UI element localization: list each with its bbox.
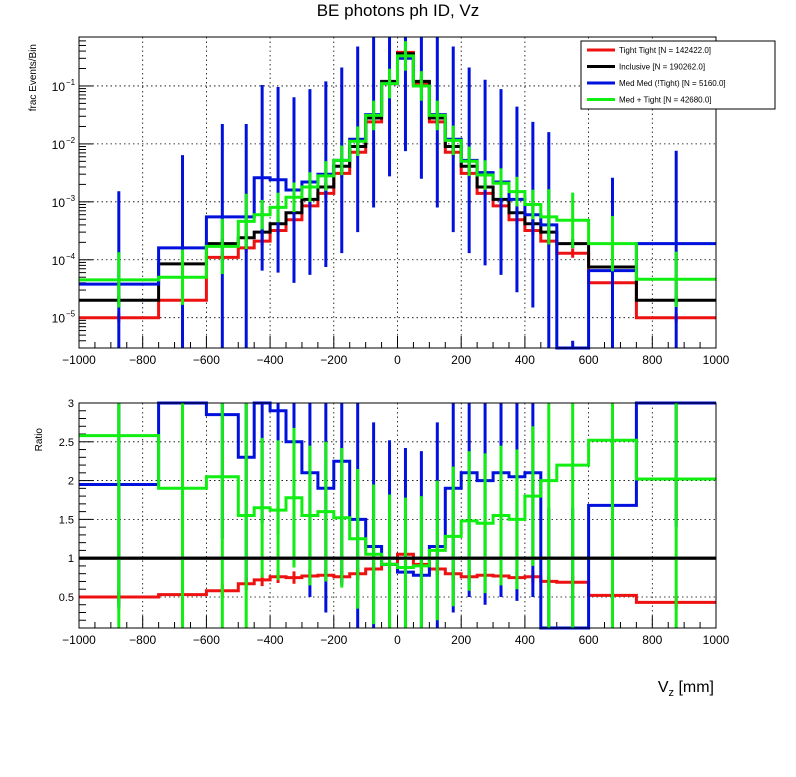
legend-entry: Tight Tight [N = 142422.0]: [619, 46, 711, 55]
x-tick-label: 800: [642, 633, 662, 647]
y-tick-label: 10: [52, 138, 66, 152]
x-tick-label: 1000: [703, 633, 730, 647]
legend-entry: Med Med (!Tight) [N = 5160.0]: [619, 79, 726, 88]
x-axis-label: Vz [mm]: [658, 679, 714, 699]
y-tick-exponent: −2: [66, 136, 76, 145]
y-tick-exponent: −1: [66, 78, 76, 87]
x-tick-label: 0: [394, 353, 401, 367]
top-panel: −1000 −800 −600 −400 −200 0 200 400 600 800 1000 10…: [28, 36, 776, 367]
y-tick-label: 10: [52, 312, 66, 326]
y-tick-label: 2: [68, 476, 74, 488]
ratio-panel: −1000 −800 −600 −400 −200 0 200 400 600 800 1000 0.…: [34, 398, 730, 699]
x-tick-label: −1000: [62, 633, 96, 647]
legend-entry: Inclusive [N = 190262.0]: [619, 63, 705, 72]
legend-entry: Med + Tight [N = 42680.0]: [619, 96, 712, 105]
x-tick-label: −800: [129, 633, 156, 647]
y-tick-label: 1: [68, 553, 74, 565]
x-tick-label: −200: [320, 633, 347, 647]
legend: Tight Tight [N = 142422.0] Inclusive [N =…: [580, 40, 776, 110]
y-tick-label: 2.5: [59, 437, 74, 449]
x-tick-label: 200: [451, 353, 471, 367]
legend-box: [580, 40, 776, 110]
x-tick-label: −400: [257, 633, 284, 647]
y-axis-label: frac Events/Bin: [28, 44, 39, 111]
y-tick-label: 10: [52, 254, 66, 268]
x-tick-label: 600: [579, 353, 599, 367]
series-3: [79, 41, 716, 308]
y-tick-exponent: −4: [66, 252, 76, 261]
series-line: [79, 552, 716, 604]
x-tick-label: −1000: [62, 353, 96, 367]
y-tick-label: 10: [52, 80, 66, 94]
x-tick-label: −200: [320, 353, 347, 367]
x-tick-label: 0: [394, 633, 401, 647]
x-tick-label: 600: [579, 633, 599, 647]
y-tick-label: 1.5: [59, 514, 74, 526]
x-tick-label: −600: [193, 353, 220, 367]
y-tick-exponent: −3: [66, 194, 76, 203]
x-tick-label: 1000: [703, 353, 730, 367]
x-tick-label: −400: [257, 353, 284, 367]
y-tick-label: 10: [52, 196, 66, 210]
x-tick-label: 400: [515, 353, 535, 367]
x-tick-label: 400: [515, 633, 535, 647]
series-3: [79, 403, 716, 628]
x-tick-label: −800: [129, 353, 156, 367]
x-tick-label: 200: [451, 633, 471, 647]
x-tick-label: 800: [642, 353, 662, 367]
y-axis-label: Ratio: [34, 428, 45, 452]
x-tick-label: −600: [193, 633, 220, 647]
y-tick-label: 3: [68, 398, 74, 410]
y-tick-label: 0.5: [59, 592, 74, 604]
plot-frame: [78, 402, 717, 629]
y-tick-exponent: −5: [66, 310, 76, 319]
plot-frame: [78, 36, 717, 349]
chart-title: BE photons ph ID, Vz: [317, 1, 480, 20]
